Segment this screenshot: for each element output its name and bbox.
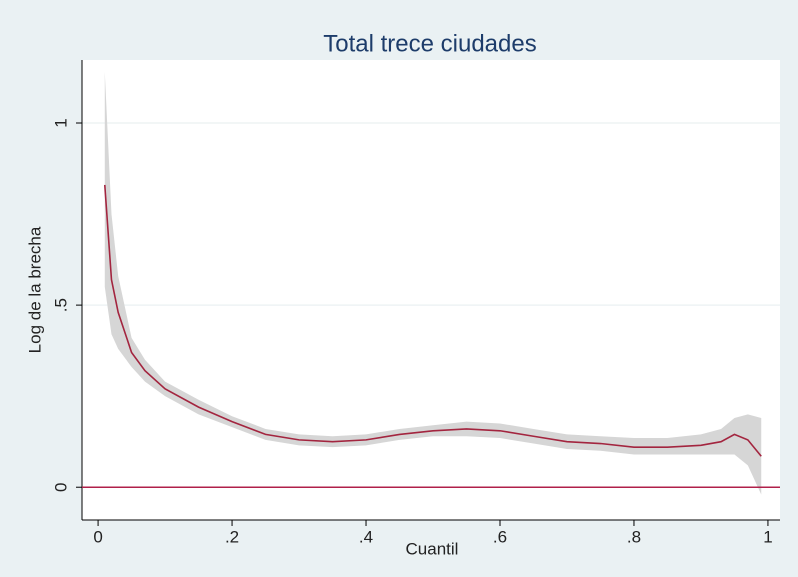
x-tick-label: 1 bbox=[763, 527, 772, 546]
x-tick-label: .2 bbox=[225, 527, 239, 546]
y-tick-label: .5 bbox=[51, 298, 70, 312]
x-tick-label: .8 bbox=[627, 527, 641, 546]
y-tick-label: 0 bbox=[51, 482, 70, 491]
y-axis-label: Log de la brecha bbox=[25, 226, 44, 353]
x-tick-label: .4 bbox=[359, 527, 373, 546]
x-tick-label: .6 bbox=[493, 527, 507, 546]
y-tick-label: 1 bbox=[51, 118, 70, 127]
line bbox=[103, 184, 762, 457]
x-tick-label: 0 bbox=[93, 527, 102, 546]
confidence-band bbox=[104, 72, 762, 495]
chart-title: Total trece ciudades bbox=[323, 30, 536, 57]
x-axis-label: Cuantil bbox=[406, 539, 459, 558]
